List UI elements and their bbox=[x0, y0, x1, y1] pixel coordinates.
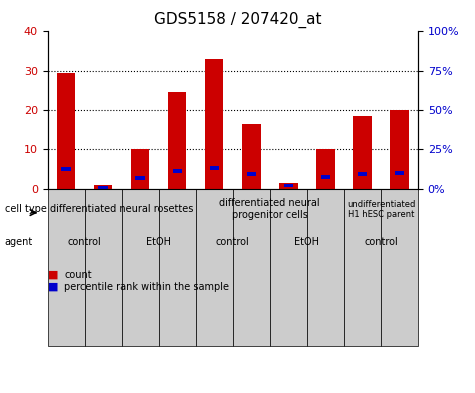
Text: EtOH: EtOH bbox=[294, 237, 319, 247]
Bar bbox=[168, 92, 187, 189]
Bar bbox=[390, 110, 409, 189]
FancyBboxPatch shape bbox=[270, 189, 307, 346]
FancyBboxPatch shape bbox=[344, 189, 381, 346]
Text: undifferentiated
H1 hESC parent: undifferentiated H1 hESC parent bbox=[347, 200, 415, 219]
Bar bbox=[57, 73, 75, 189]
Bar bbox=[316, 149, 335, 189]
FancyBboxPatch shape bbox=[85, 189, 122, 346]
Bar bbox=[98, 186, 108, 190]
Text: cell type: cell type bbox=[5, 204, 47, 214]
Bar bbox=[131, 149, 149, 189]
Bar bbox=[353, 116, 371, 189]
FancyBboxPatch shape bbox=[196, 189, 233, 346]
FancyBboxPatch shape bbox=[381, 189, 418, 346]
FancyBboxPatch shape bbox=[48, 189, 85, 346]
Text: control: control bbox=[216, 237, 250, 247]
FancyBboxPatch shape bbox=[159, 189, 196, 346]
Text: differentiated neural
progenitor cells: differentiated neural progenitor cells bbox=[219, 198, 320, 220]
Bar bbox=[94, 185, 113, 189]
FancyBboxPatch shape bbox=[122, 189, 159, 346]
Bar bbox=[279, 183, 297, 189]
Text: agent: agent bbox=[5, 237, 33, 247]
Text: count: count bbox=[64, 270, 92, 280]
Text: control: control bbox=[67, 237, 102, 247]
Bar bbox=[209, 166, 219, 170]
Text: EtOH: EtOH bbox=[146, 237, 171, 247]
FancyBboxPatch shape bbox=[233, 189, 270, 346]
Text: percentile rank within the sample: percentile rank within the sample bbox=[64, 282, 229, 292]
Bar bbox=[205, 59, 224, 189]
Bar bbox=[358, 172, 367, 176]
Bar bbox=[284, 184, 293, 187]
Bar bbox=[395, 171, 404, 175]
Bar bbox=[135, 176, 145, 180]
Bar bbox=[321, 175, 330, 179]
Text: ■: ■ bbox=[48, 270, 58, 280]
FancyBboxPatch shape bbox=[307, 189, 344, 346]
Bar bbox=[172, 169, 182, 173]
Text: ■: ■ bbox=[48, 282, 58, 292]
Bar bbox=[61, 167, 71, 171]
Text: control: control bbox=[364, 237, 398, 247]
Bar bbox=[247, 172, 256, 176]
Bar bbox=[242, 124, 260, 189]
Text: differentiated neural rosettes: differentiated neural rosettes bbox=[50, 204, 193, 214]
Text: GDS5158 / 207420_at: GDS5158 / 207420_at bbox=[154, 12, 321, 28]
